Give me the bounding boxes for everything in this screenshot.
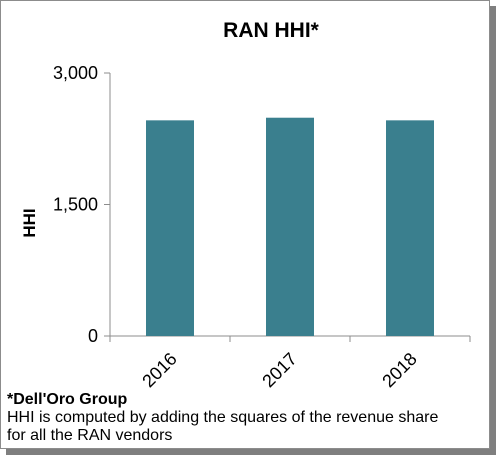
- chart-title: RAN HHI*: [223, 19, 319, 42]
- x-tick-label-2018: 2018: [378, 349, 420, 391]
- bar-2018: [386, 120, 434, 336]
- footnote-text-line-1: HHI is computed by adding the squares of…: [7, 409, 439, 426]
- bar-2017: [266, 117, 314, 337]
- y-tick-label: 1,500: [53, 195, 98, 215]
- chart-frame: RAN HHI* HHI 0 1,500 3,000 2016 2017 2018 *De…: [0, 0, 490, 449]
- x-tick-label-2016: 2016: [138, 349, 180, 391]
- y-tick-label: 0: [88, 326, 98, 346]
- bar-2016: [146, 120, 194, 336]
- y-tick-label: 3,000: [53, 63, 98, 83]
- bar-chart: RAN HHI* HHI 0 1,500 3,000 2016 2017 2018: [20, 19, 471, 391]
- x-tick-label-2017: 2017: [258, 349, 300, 391]
- y-axis-label: HHI: [20, 208, 39, 237]
- footnote-text-line-2: for all the RAN vendors: [7, 427, 173, 444]
- footnote: *Dell'Oro Group HHI is computed by addin…: [7, 391, 487, 445]
- plot-area: 0 1,500 3,000 2016 2017 2018: [53, 63, 471, 391]
- footnote-source: *Dell'Oro Group: [7, 391, 128, 408]
